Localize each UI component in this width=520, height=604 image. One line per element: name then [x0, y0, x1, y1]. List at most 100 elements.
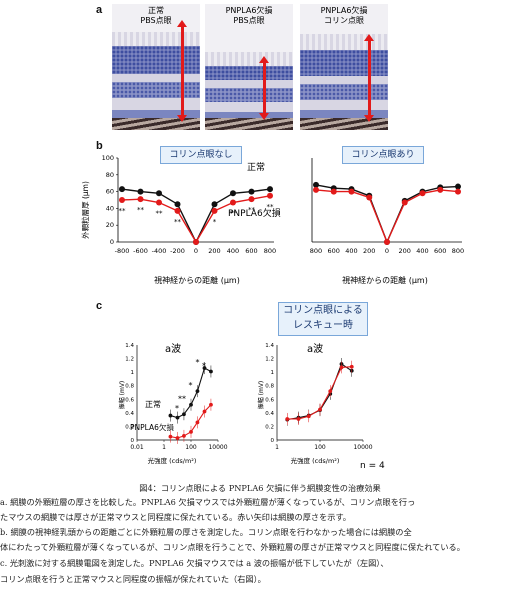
y-tick-label: 60 — [106, 188, 114, 196]
x-tick-label: 600 — [245, 247, 257, 255]
data-point — [137, 188, 144, 195]
histology-image-pnpla6-pbs: PNPLA6欠損 PBS点眼 — [205, 4, 293, 130]
x-tick-label: 400 — [227, 247, 239, 255]
image-caption-line2: PBS点眼 — [233, 16, 265, 25]
data-point — [195, 389, 200, 394]
n-label: n = 4 — [360, 461, 385, 471]
data-point — [175, 415, 180, 420]
data-point — [168, 434, 173, 439]
x-tick-label: 100 — [314, 444, 326, 451]
x-tick-label: 1 — [275, 444, 279, 451]
y-tick-label: 40 — [106, 204, 114, 212]
rescue-line2: レスキュー時 — [293, 320, 353, 331]
c-x-axis-label-right: 光強度 (cds/m²) — [291, 456, 340, 465]
chart-awave-right: 1 100 10000 0 0.2 0.4 0.6 0.8 1 1.2 1.4 — [265, 343, 372, 451]
data-point — [330, 188, 337, 195]
y-axis-label: 外顆粒層厚 (µm) — [80, 181, 90, 239]
significance-mark: ** — [267, 203, 275, 211]
y-tick-label: 0.4 — [265, 411, 274, 417]
data-point — [306, 414, 311, 419]
data-point — [175, 436, 180, 440]
panel-b-charts: -800 -600 -400 -200 0 200 400 600 800 0 20 40 60 80 10… — [80, 154, 464, 285]
data-point — [349, 364, 354, 369]
y-tick-label: 1 — [131, 370, 135, 376]
x-tick-label: -800 — [115, 247, 130, 255]
significance-mark: * — [202, 361, 206, 370]
data-point — [189, 429, 193, 434]
significance-mark: * — [196, 358, 200, 367]
caption-line: b. 網膜の視神経乳頭からの距離ごとに外顆粒層の厚さを測定した。コリン点眼を行わ… — [0, 527, 412, 537]
image-caption-line1: PNPLA6欠損 — [225, 6, 273, 15]
data-point — [156, 190, 162, 197]
data-point — [189, 402, 193, 407]
data-point — [156, 199, 162, 206]
x-tick-label: 1 — [162, 444, 166, 451]
y-tick-label: 0 — [271, 438, 275, 444]
legend-normal: 正常 — [247, 161, 265, 173]
y-tick-label: 0 — [131, 438, 135, 444]
thickness-arrow — [259, 56, 269, 120]
data-point — [419, 190, 426, 197]
data-point — [211, 207, 218, 214]
data-point — [328, 389, 333, 394]
y-tick-label: 20 — [106, 221, 114, 229]
data-point — [339, 365, 344, 370]
image-caption-line1: 正常 — [148, 6, 164, 15]
caption-line: 体にわたって外顆粒層が薄くなっているが、コリン点眼を行うことで、外顆粒層の厚さが… — [0, 542, 465, 552]
y-tick-label: 0.2 — [265, 424, 274, 430]
significance-mark: ** — [230, 210, 238, 218]
y-tick-label: 0.8 — [265, 384, 274, 390]
x-tick-label: 400 — [345, 247, 357, 255]
data-point — [313, 181, 319, 188]
thickness-arrow — [177, 20, 187, 122]
rescue-box: コリン点眼による レスキュー時 — [278, 302, 368, 336]
x-tick-label: -600 — [133, 247, 148, 255]
c-y-axis-label-right: 振幅 (mV) — [257, 381, 265, 410]
c-x-axis-label-left: 光強度 (cds/m²) — [148, 456, 197, 465]
chart-onl-with-choline: 800 600 400 200 0 200 400 600 800 — [310, 158, 464, 255]
figure-caption-title: 図4：コリン点眼による PNPLA6 欠損に伴う網膜変性の治療効果 — [139, 483, 381, 493]
x-tick-label: 400 — [416, 247, 428, 255]
data-point — [202, 409, 207, 414]
data-point — [455, 183, 461, 190]
data-point — [296, 417, 301, 421]
data-point — [211, 201, 218, 208]
c-y-axis-label-left: 振幅 (mV) — [118, 381, 126, 410]
data-point — [182, 412, 186, 417]
data-point — [193, 239, 199, 245]
x-tick-label: 0.01 — [130, 444, 144, 451]
image-caption-line1: PNPLA6欠損 — [320, 6, 368, 15]
data-point — [209, 402, 213, 407]
y-tick-label: 0.4 — [125, 411, 134, 417]
x-tick-label: -200 — [170, 247, 185, 255]
x-tick-label: 10000 — [208, 444, 227, 451]
y-tick-label: 0 — [110, 238, 114, 246]
panel-c-label: c — [96, 300, 103, 312]
thickness-arrow — [364, 34, 374, 122]
data-point — [230, 190, 236, 197]
data-point — [168, 413, 173, 418]
y-tick-label: 100 — [102, 154, 114, 162]
data-point — [195, 420, 200, 425]
y-tick-label: 0.2 — [125, 424, 134, 430]
title-with-choline: コリン点眼あり — [342, 146, 424, 164]
significance-mark: * — [213, 218, 217, 226]
x-axis-label-right: 視神経からの距離 (µm) — [342, 275, 428, 285]
significance-mark: * — [175, 404, 179, 413]
c-legend-normal: 正常 — [145, 400, 161, 409]
x-tick-label: 800 — [264, 247, 276, 255]
x-axis-label-left: 視神経からの距離 (µm) — [154, 275, 240, 285]
y-tick-label: 0.8 — [125, 384, 134, 390]
significance-mark: ** — [178, 395, 186, 404]
caption-line: a. 網膜の外顆粒層の厚さを比較した。PNPLA6 欠損マウスでは外顆粒層が薄く… — [0, 497, 416, 507]
image-caption-line2: コリン点眼 — [324, 16, 364, 25]
data-point — [174, 207, 181, 214]
y-tick-label: 0.6 — [265, 397, 274, 403]
x-tick-label: 200 — [363, 247, 375, 255]
data-point — [174, 201, 181, 208]
data-point — [248, 196, 255, 203]
data-point — [119, 186, 125, 193]
y-tick-label: 1.4 — [265, 343, 274, 349]
